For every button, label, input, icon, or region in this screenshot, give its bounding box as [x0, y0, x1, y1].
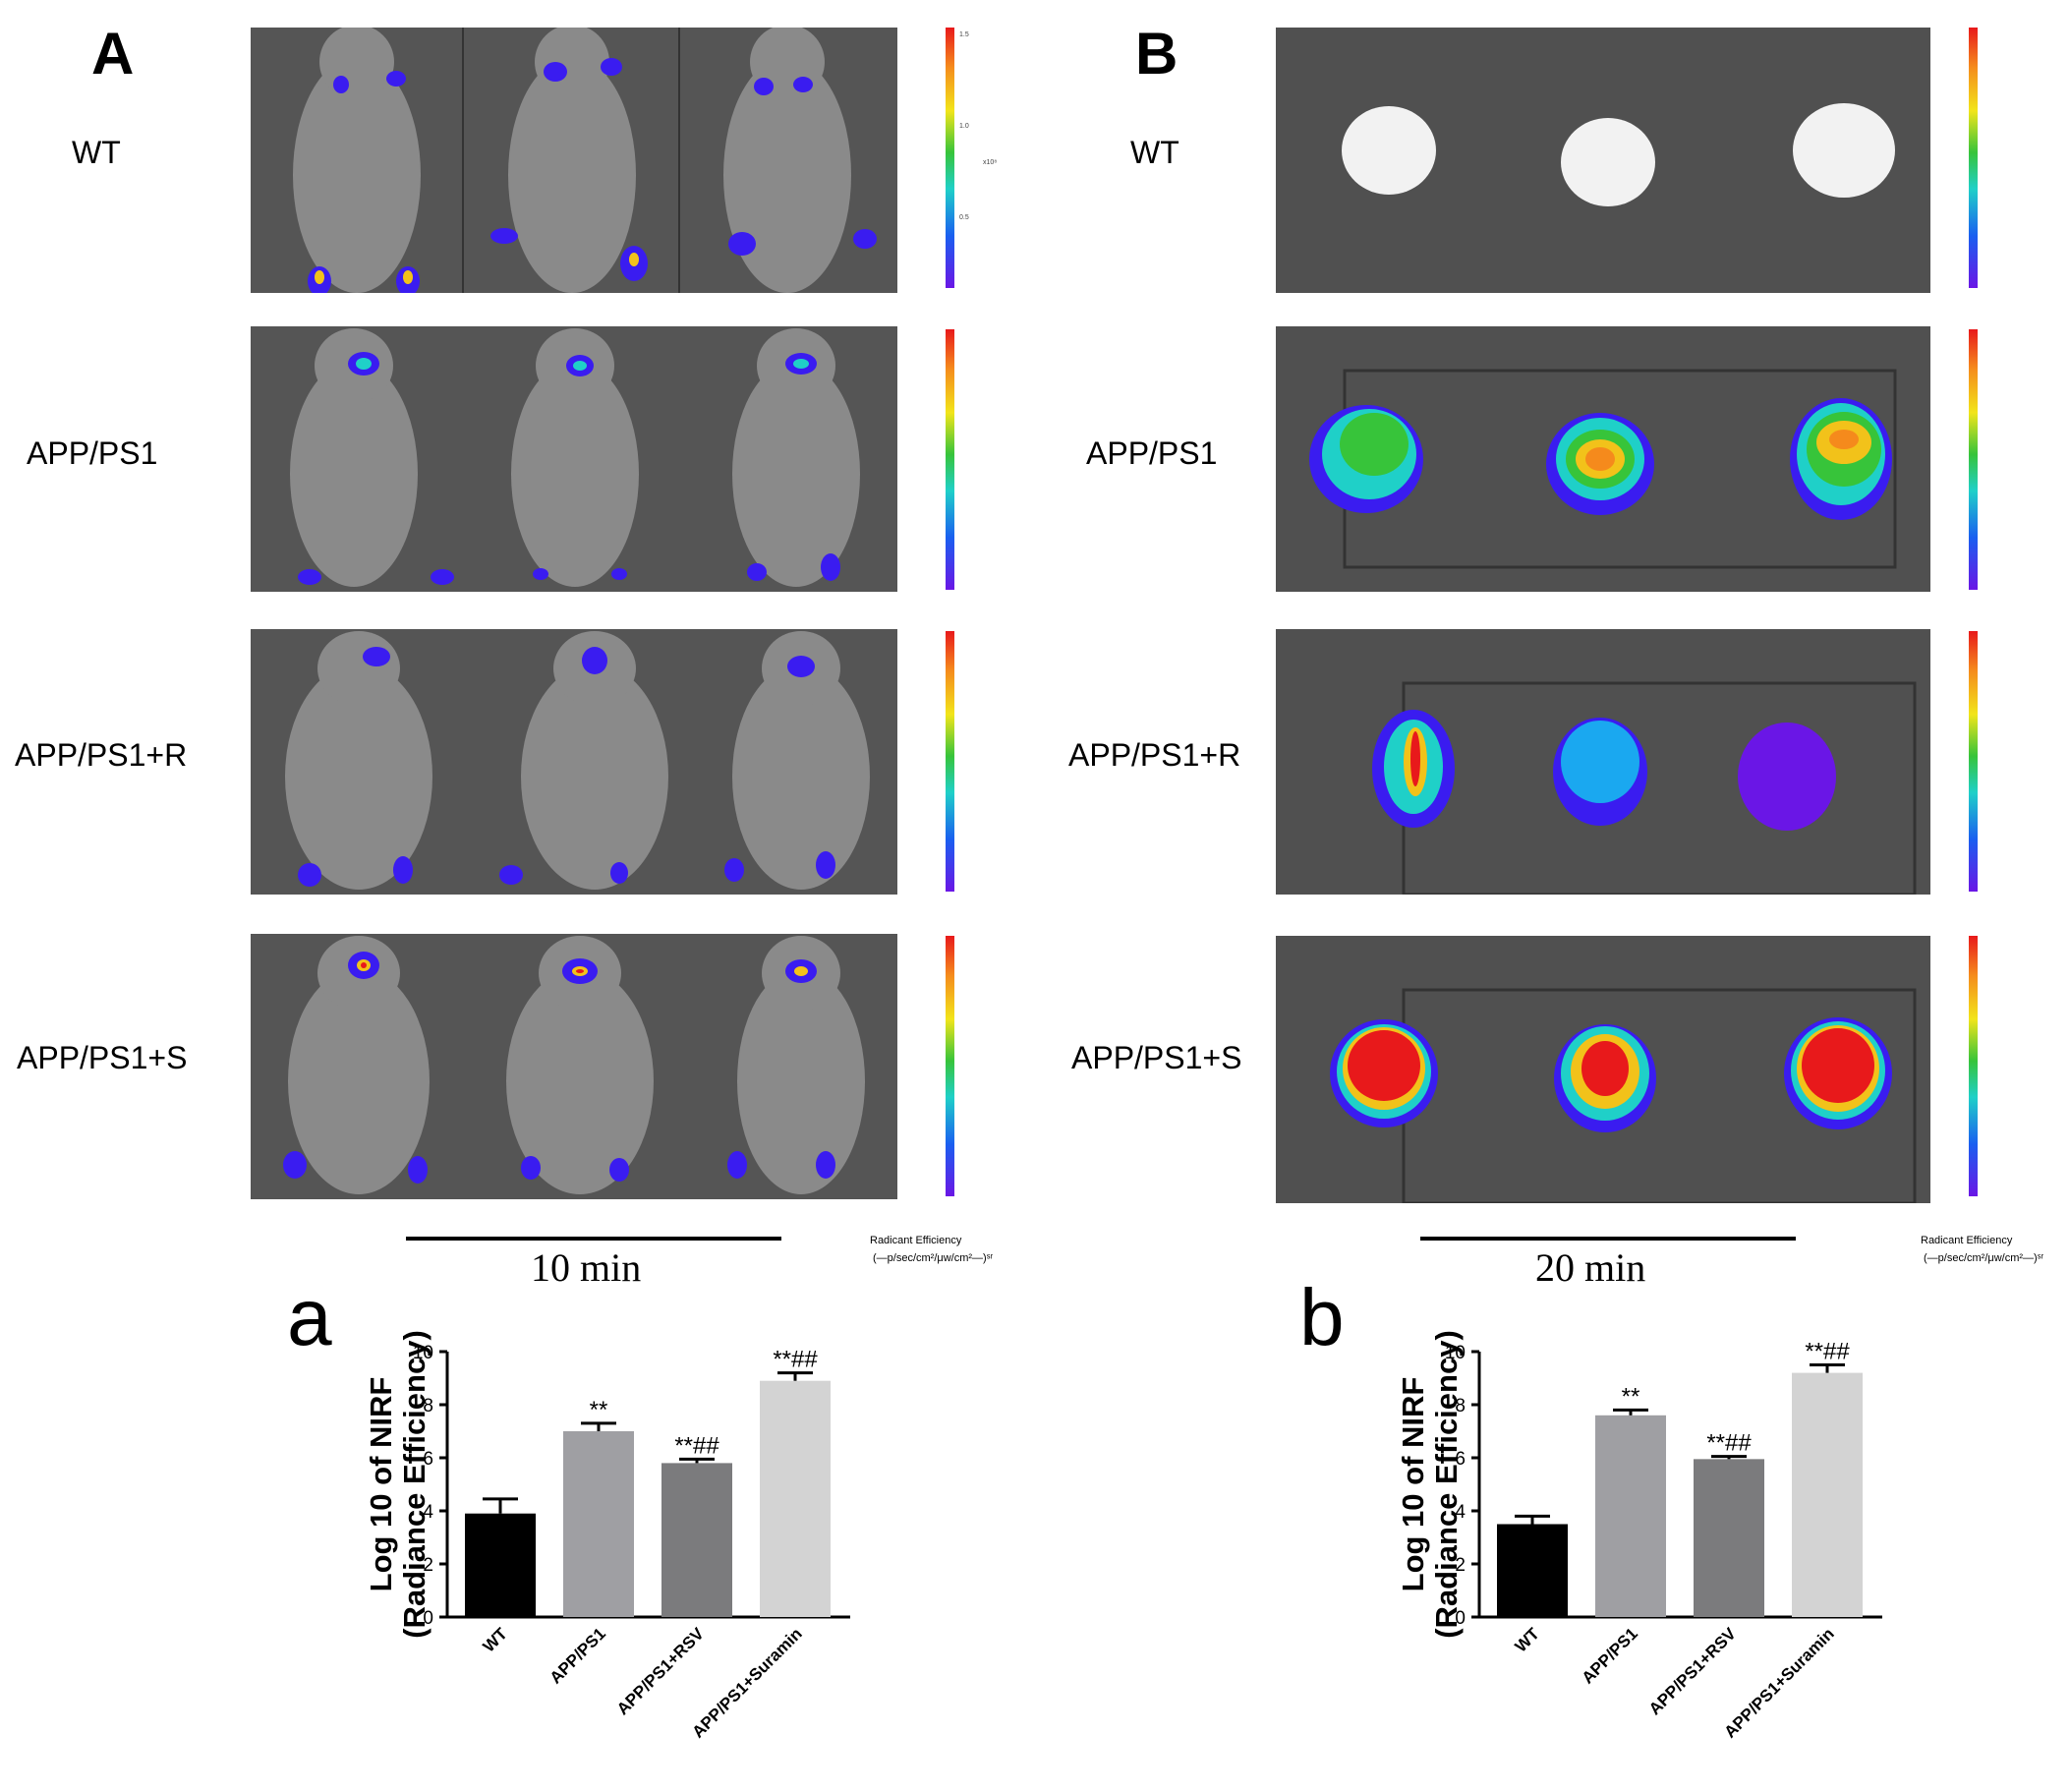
chart-b-ytick-label-4: 8 [1455, 1396, 1466, 1416]
chart-a-ytick-label-4: 8 [423, 1396, 433, 1416]
chart-b-ytick-label-5: 10 [1445, 1343, 1466, 1363]
legend-unit-a: (—p/sec/cm²/μw/cm²—)ˢʳ [873, 1252, 994, 1264]
colorbar-b-2 [1969, 329, 1978, 590]
chart-a-bar-0 [465, 1513, 536, 1617]
chart-a-category-2: APP/PS1+RSV [613, 1624, 708, 1718]
chart-b-bar-3 [1792, 1372, 1863, 1617]
chart-b-ytick-label-2: 4 [1455, 1502, 1466, 1523]
mouse-image-wt [251, 28, 897, 293]
bar-chart-a: 0 2 4 6 8 10 Log 10 of NIRF (Radiance Efficienc… [364, 1330, 850, 1742]
row-label-wt-b: WT [1130, 135, 1179, 170]
chart-a-ytick-label-1: 2 [423, 1555, 433, 1576]
bar-chart-b: 0 2 4 6 8 10 Log 10 of NIRF (Radiance Efficienc… [1396, 1330, 1882, 1742]
chart-b-bar-0 [1497, 1524, 1568, 1617]
chart-a-annotation-2: **## [674, 1432, 719, 1459]
panel-letter-b: b [1299, 1273, 1345, 1362]
chart-a-ylabel-line2: (Radiance Efficiency) [397, 1330, 431, 1639]
row-label-apps-a: APP/PS1+S [17, 1040, 188, 1075]
brain-image-appr [1276, 629, 1930, 895]
row-label-wt-a: WT [72, 135, 121, 170]
chart-b-ylabel-line2: (Radiance Efficiency) [1429, 1330, 1464, 1639]
chart-b-ytick-label-1: 2 [1455, 1555, 1466, 1576]
legend-title-a: Radicant Efficiency [870, 1235, 962, 1246]
brain-image-wt [1276, 28, 1930, 293]
chart-b-category-2: APP/PS1+RSV [1645, 1624, 1740, 1718]
colorbar-unit: x10⁸ [983, 159, 998, 166]
row-label-app-a: APP/PS1 [27, 435, 158, 471]
chart-b-annotation-3: **## [1805, 1339, 1850, 1365]
timebar-a [406, 1237, 781, 1241]
chart-a-annotation-3: **## [773, 1347, 818, 1373]
brain-image-appr-graphic [1276, 629, 1930, 895]
colorbar-a-2 [946, 329, 954, 590]
brain-image-wt-graphic [1276, 28, 1930, 293]
mouse-image-apps [251, 934, 897, 1199]
panel-letter-A: A [91, 21, 135, 87]
chart-a-bar-2 [661, 1463, 732, 1617]
colorbar-a-4 [946, 936, 954, 1196]
chart-a-bar-3 [760, 1380, 831, 1617]
row-label-appr-a: APP/PS1+R [15, 737, 188, 773]
brain-image-apps [1276, 936, 1930, 1203]
chart-b-ytick-label-3: 6 [1455, 1449, 1466, 1470]
chart-b-annotation-1: ** [1622, 1383, 1640, 1410]
time-label-a: 10 min [531, 1245, 642, 1290]
brain-image-apps-graphic [1276, 936, 1930, 1203]
chart-b-category-1: APP/PS1 [1579, 1624, 1641, 1687]
timebar-b [1420, 1237, 1796, 1241]
chart-a-ytick-label-5: 10 [413, 1343, 433, 1363]
chart-a-category-0: WT [480, 1624, 512, 1656]
panel-letter-a: a [287, 1273, 332, 1362]
time-label-b: 20 min [1535, 1245, 1646, 1290]
chart-b-bar-1 [1595, 1415, 1666, 1617]
chart-a-bar-1 [563, 1431, 634, 1617]
colorbar-b-1 [1969, 28, 1978, 288]
chart-a-ylabel-line1: Log 10 of NIRF [364, 1377, 398, 1592]
colorbar-tick-high: 1.5 [959, 31, 969, 38]
colorbar-tick-low: 0.5 [959, 214, 969, 221]
chart-b-ylabel-line1: Log 10 of NIRF [1396, 1377, 1430, 1592]
row-label-app-b: APP/PS1 [1086, 435, 1218, 471]
chart-a-ytick-label-3: 6 [423, 1449, 433, 1470]
chart-a-annotation-1: ** [590, 1397, 608, 1423]
chart-a-ytick-label-0: 0 [423, 1608, 433, 1629]
colorbar-a-1 [946, 28, 954, 288]
chart-a-category-1: APP/PS1 [546, 1624, 609, 1687]
chart-b-category-0: WT [1512, 1624, 1544, 1656]
mouse-image-app-graphic [251, 326, 897, 592]
colorbar-a-3 [946, 631, 954, 892]
chart-b-annotation-2: **## [1706, 1430, 1752, 1457]
chart-b-ytick-label-0: 0 [1455, 1608, 1466, 1629]
row-label-appr-b: APP/PS1+R [1068, 737, 1241, 773]
panel-letter-B: B [1135, 21, 1179, 87]
mouse-image-app [251, 326, 897, 592]
chart-a-category-3: APP/PS1+Suramin [688, 1624, 805, 1741]
mouse-image-apps-graphic [251, 934, 897, 1199]
chart-b-category-3: APP/PS1+Suramin [1720, 1624, 1837, 1741]
brain-image-app [1276, 326, 1930, 592]
row-label-apps-b: APP/PS1+S [1071, 1040, 1242, 1075]
chart-b-bar-2 [1694, 1459, 1764, 1617]
mouse-image-appr [251, 629, 897, 895]
brain-image-app-graphic [1276, 326, 1930, 592]
chart-a-ytick-label-2: 4 [423, 1502, 433, 1523]
mouse-image-wt-graphic [251, 28, 897, 293]
legend-unit-b: (—p/sec/cm²/μw/cm²—)ˢʳ [1924, 1252, 2044, 1264]
colorbar-b-3 [1969, 631, 1978, 892]
colorbar-b-4 [1969, 936, 1978, 1196]
legend-title-b: Radicant Efficiency [1921, 1235, 2013, 1246]
colorbar-tick-mid: 1.0 [959, 123, 969, 130]
mouse-image-appr-graphic [251, 629, 897, 895]
